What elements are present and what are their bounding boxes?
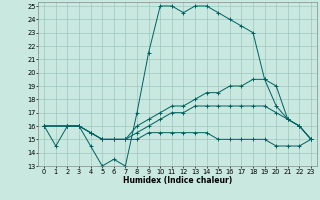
X-axis label: Humidex (Indice chaleur): Humidex (Indice chaleur) — [123, 176, 232, 185]
